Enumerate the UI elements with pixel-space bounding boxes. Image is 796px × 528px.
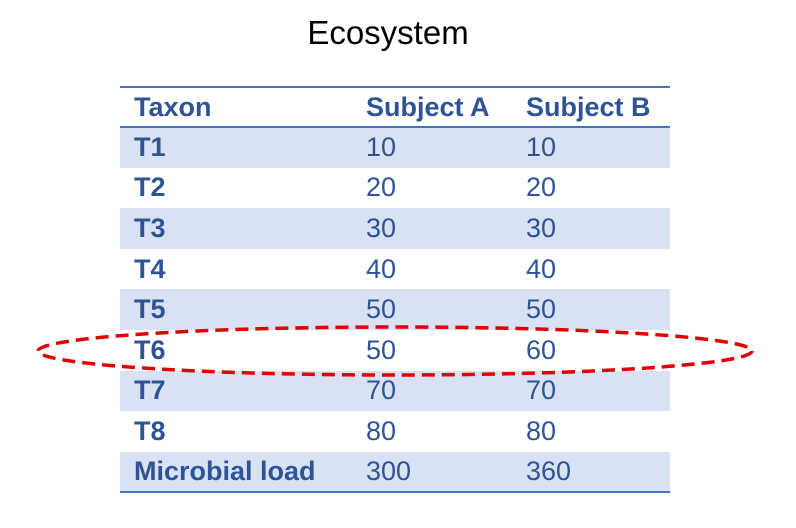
taxon-cell: T8 [134, 415, 166, 446]
header-taxon: Taxon [120, 87, 364, 128]
header-subject-b: Subject B [524, 87, 670, 128]
subject-a-cell: 300 [364, 451, 524, 493]
subject-b-cell: 80 [526, 415, 557, 446]
subject-b-cell: 10 [524, 127, 670, 168]
subject-a-cell: 10 [364, 127, 524, 168]
data-table: Taxon Subject A Subject B T1 10 10 T2 20… [120, 86, 670, 494]
taxon-cell: T3 [120, 208, 364, 249]
table-row: T2 20 20 [120, 168, 670, 209]
subject-b-cell: 70 [524, 370, 670, 412]
table-row-total: Microbial load 300 360 [120, 451, 670, 493]
table-header-row: Taxon Subject A Subject B [120, 87, 670, 128]
subject-b-cell: 40 [526, 253, 557, 284]
taxon-cell: Microbial load [120, 451, 364, 493]
subject-b-cell: 30 [524, 208, 670, 249]
table-row: T3 30 30 [120, 208, 670, 249]
subject-b-cell: 60 [526, 334, 557, 365]
subject-a-cell: 40 [366, 253, 397, 284]
subject-a-cell: 30 [364, 208, 524, 249]
diagram-title: Ecosystem [307, 14, 469, 51]
subject-b-cell: 50 [524, 289, 670, 330]
table-row-highlighted: T6 50 60 [120, 330, 670, 371]
taxon-cell: T7 [120, 370, 364, 412]
subject-a-cell: 20 [366, 172, 397, 203]
subject-a-cell: 50 [364, 289, 524, 330]
table-row: T1 10 10 [120, 127, 670, 168]
table-row: T5 50 50 [120, 289, 670, 330]
taxon-cell: T1 [120, 127, 364, 168]
table-row: T4 40 40 [120, 249, 670, 290]
subject-a-cell: 80 [366, 415, 397, 446]
taxon-cell: T4 [134, 253, 166, 284]
subject-b-cell: 20 [526, 172, 557, 203]
taxon-cell: T5 [120, 289, 364, 330]
header-subject-a: Subject A [364, 87, 524, 128]
table-row: T7 70 70 [120, 370, 670, 412]
subject-b-cell: 360 [524, 451, 670, 493]
data-table-container: Taxon Subject A Subject B T1 10 10 T2 20… [120, 86, 670, 494]
subject-a-cell: 70 [364, 370, 524, 412]
taxon-cell: T6 [134, 334, 166, 365]
taxon-cell: T2 [134, 172, 166, 203]
table-row: T8 80 80 [120, 411, 670, 452]
subject-a-cell: 50 [366, 334, 397, 365]
